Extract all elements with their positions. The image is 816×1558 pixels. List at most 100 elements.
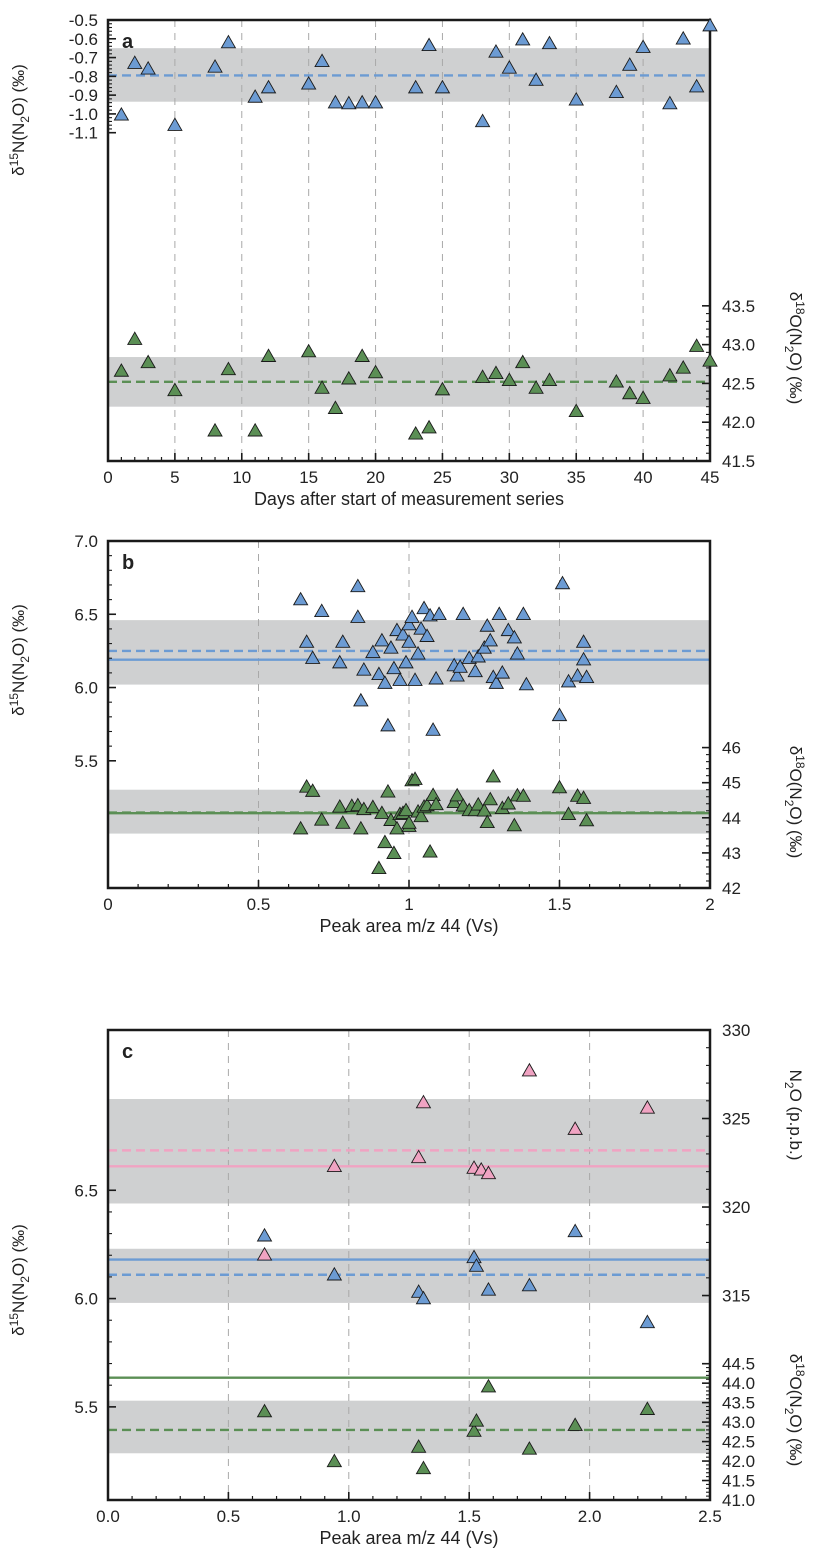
d15N-point bbox=[421, 37, 437, 52]
right-y-tick-label: 41.0 bbox=[722, 1491, 755, 1510]
d18O-point bbox=[551, 779, 568, 794]
d18O-point bbox=[485, 768, 502, 783]
right-y-tick-label: 43.0 bbox=[722, 336, 755, 355]
left-axis-label-end: O) (‰) bbox=[9, 604, 28, 656]
d15N-point bbox=[482, 632, 499, 647]
right-axis-label-base: δ bbox=[786, 292, 805, 301]
x-axis-label: Days after start of measurement series bbox=[254, 489, 564, 509]
x-tick-label: 1 bbox=[404, 895, 413, 914]
d15N-point bbox=[392, 672, 408, 686]
d15N-point bbox=[335, 634, 351, 648]
left-y-tick-label: -0.7 bbox=[69, 49, 98, 68]
x-tick-label: 0.0 bbox=[96, 1507, 120, 1526]
right-top-axis-label: N2O (p.p.b.) bbox=[782, 1070, 805, 1161]
x-tick-label: 20 bbox=[366, 468, 385, 487]
d15N-point bbox=[220, 34, 237, 49]
left-axis-label-mid: N(N bbox=[9, 1283, 28, 1313]
d15N-point bbox=[113, 106, 130, 121]
right-axis-label-end: O) (‰) bbox=[786, 352, 805, 404]
x-tick-label: 10 bbox=[232, 468, 251, 487]
d15N-point bbox=[350, 578, 366, 593]
d18O-point bbox=[639, 1401, 656, 1415]
d15N-point bbox=[688, 78, 705, 93]
d18O-point bbox=[501, 372, 518, 387]
d18O-point bbox=[446, 794, 462, 809]
d15N-point bbox=[567, 1223, 583, 1238]
d15N-point bbox=[380, 717, 396, 732]
left-y-tick-label: 6.0 bbox=[74, 679, 98, 698]
d15N-point bbox=[474, 113, 491, 128]
right-y-tick-label: 45 bbox=[722, 774, 741, 793]
d18O-point bbox=[422, 843, 438, 858]
right-axis-label-sup1: 18 bbox=[793, 755, 807, 769]
d18O-point bbox=[313, 811, 330, 826]
d15N-point bbox=[167, 117, 183, 131]
d18O-point bbox=[374, 805, 390, 819]
x-tick-label: 1.0 bbox=[337, 1507, 361, 1526]
d15N-point bbox=[449, 667, 465, 682]
d18O-point bbox=[479, 814, 496, 829]
d18O-point bbox=[167, 382, 183, 397]
right-axis-label: δ18O(N2O) (‰) bbox=[782, 1354, 807, 1467]
panel-b: 0 0.5 1 1.5 2 5.5 6.0 6.5 7.0 42 43 44 45 46 b Peak are… bbox=[7, 532, 807, 936]
right-y-tick-label: 43.0 bbox=[722, 1413, 755, 1432]
d18O-point bbox=[506, 817, 523, 832]
x-tick-label: 2 bbox=[705, 895, 714, 914]
d15N-point bbox=[468, 1258, 485, 1272]
x-tick-label: 25 bbox=[433, 468, 452, 487]
d18O-point bbox=[377, 834, 393, 849]
d15N-point bbox=[386, 660, 402, 675]
d15N-point bbox=[413, 621, 429, 635]
d15N-point bbox=[470, 648, 487, 663]
d18O-point bbox=[300, 343, 317, 358]
d18O-point bbox=[500, 795, 517, 810]
d15N-point bbox=[356, 662, 372, 676]
d18O-point bbox=[353, 820, 369, 835]
left-axis-label-base: δ bbox=[9, 1326, 28, 1335]
d15N-point bbox=[327, 94, 344, 109]
d18O-point bbox=[470, 796, 487, 811]
right-y-tick-label: 44 bbox=[722, 809, 741, 828]
right-y-tick-label: 43.5 bbox=[722, 297, 755, 316]
d15N-point bbox=[298, 634, 315, 648]
left-axis-label: δ15N(N2O) (‰) bbox=[7, 1224, 32, 1336]
d15N-point bbox=[415, 1290, 432, 1305]
d18O-point bbox=[476, 802, 493, 817]
d18O-point bbox=[331, 799, 348, 813]
d15N-point bbox=[479, 618, 496, 632]
d15N-point bbox=[207, 59, 223, 73]
left-axis-label-sup1: 15 bbox=[7, 153, 21, 167]
d15N-point bbox=[410, 645, 426, 660]
left-y-tick-label: -1.1 bbox=[69, 124, 98, 143]
d18O-point bbox=[407, 771, 423, 785]
x-tick-label: 40 bbox=[634, 468, 653, 487]
x-tick-label: 0 bbox=[103, 895, 112, 914]
panel-a: 0 5 10 15 20 25 30 35 40 45-0.5-0.6-0.7-0.8-0.9-1… bbox=[7, 11, 807, 509]
d15N-point bbox=[395, 626, 411, 641]
N2O-point bbox=[410, 1149, 427, 1164]
d18O-point bbox=[335, 815, 351, 829]
right-axis-label-base: δ bbox=[786, 1354, 805, 1363]
right-y-tick-label: 42.0 bbox=[722, 1452, 755, 1471]
d15N-point bbox=[501, 59, 518, 74]
d18O-point bbox=[421, 419, 437, 434]
d18O-point bbox=[415, 1460, 432, 1475]
d18O-point bbox=[220, 361, 237, 376]
left-axis-label-sub: 2 bbox=[18, 656, 32, 663]
left-axis-label-sup1: 15 bbox=[7, 1313, 21, 1327]
d15N-point bbox=[662, 95, 678, 110]
d15N-point bbox=[300, 75, 317, 90]
d18O-point bbox=[140, 354, 156, 369]
d18O-point bbox=[304, 783, 321, 797]
left-axis-label-sup1: 15 bbox=[7, 693, 21, 707]
d15N-point bbox=[419, 628, 435, 642]
d18O-point bbox=[541, 372, 558, 387]
d15N-point bbox=[621, 57, 638, 71]
right-y-tick-label: 42.0 bbox=[722, 413, 755, 432]
d18O-point bbox=[413, 808, 429, 823]
d15N-point bbox=[476, 640, 493, 654]
x-tick-label: 15 bbox=[299, 468, 318, 487]
right-axis-label-sup1: 18 bbox=[793, 301, 807, 315]
right-top-axis-label-base: N bbox=[786, 1070, 805, 1082]
